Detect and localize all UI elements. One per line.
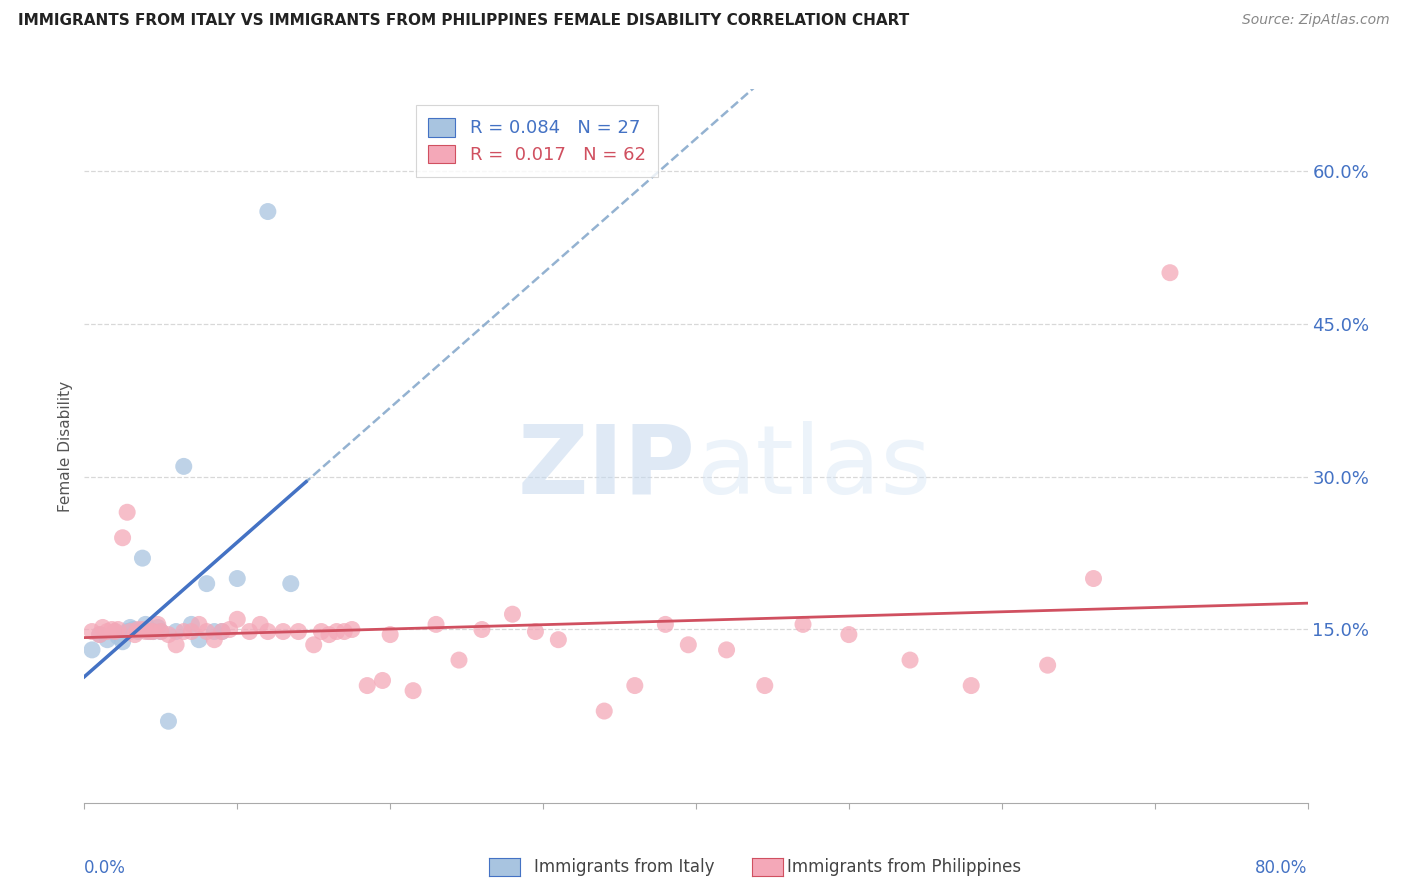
Point (838, 627, 860, 641)
Point (120, 620, 142, 634)
Point (149, 624, 172, 639)
Point (471, 623, 494, 637)
Point (226, 612, 249, 626)
Point (340, 623, 363, 637)
Point (716, 643, 738, 657)
Point (80, 624, 103, 639)
Point (425, 617, 447, 632)
Point (146, 620, 169, 634)
Point (678, 638, 700, 652)
Point (131, 623, 153, 637)
Point (104, 624, 127, 639)
Point (107, 630, 129, 644)
Point (173, 459, 195, 474)
Point (96, 624, 118, 639)
Point (325, 624, 347, 639)
Point (402, 683, 425, 698)
Point (173, 624, 195, 639)
Point (318, 627, 340, 641)
Point (654, 617, 676, 632)
Point (180, 617, 202, 632)
Point (257, 624, 280, 639)
Text: Immigrants from Italy: Immigrants from Italy (534, 858, 714, 876)
Point (138, 624, 160, 639)
Point (165, 638, 187, 652)
Point (202, 624, 225, 639)
Point (202, 632, 225, 647)
Point (218, 623, 240, 637)
Point (195, 576, 218, 591)
Point (142, 624, 165, 639)
Point (754, 679, 776, 693)
Point (898, 653, 921, 667)
Point (257, 204, 280, 219)
Point (792, 617, 814, 632)
Point (120, 624, 142, 639)
Point (333, 624, 356, 639)
Point (188, 632, 211, 647)
Text: IMMIGRANTS FROM ITALY VS IMMIGRANTS FROM PHILIPPINES FEMALE DISABILITY CORRELATI: IMMIGRANTS FROM ITALY VS IMMIGRANTS FROM… (18, 13, 910, 29)
Text: Source: ZipAtlas.com: Source: ZipAtlas.com (1241, 13, 1389, 28)
Text: 80.0%: 80.0% (1256, 859, 1308, 877)
Point (371, 673, 394, 688)
Point (131, 551, 153, 566)
Point (502, 607, 524, 622)
Point (211, 624, 233, 639)
Point (111, 634, 134, 648)
Point (238, 624, 260, 639)
Point (115, 505, 138, 519)
Point (91, 620, 114, 634)
Point (311, 624, 333, 639)
Point (101, 623, 124, 637)
Point (122, 623, 145, 637)
Point (111, 531, 134, 545)
Point (960, 679, 983, 693)
Point (165, 624, 187, 639)
Text: 0.0%: 0.0% (84, 859, 127, 877)
Text: ZIP: ZIP (517, 421, 696, 514)
Point (107, 623, 129, 637)
Point (380, 627, 402, 641)
Point (149, 624, 172, 639)
Point (188, 617, 211, 632)
Point (249, 617, 271, 632)
Point (89, 627, 111, 641)
Point (1159, 266, 1181, 280)
Point (547, 632, 569, 647)
Point (1083, 572, 1105, 586)
Point (135, 624, 157, 639)
Text: atlas: atlas (696, 421, 931, 514)
Point (180, 624, 202, 639)
Point (593, 704, 616, 718)
Point (524, 624, 547, 639)
Point (195, 624, 218, 639)
Point (302, 638, 325, 652)
Point (146, 617, 169, 632)
Point (139, 624, 162, 639)
Text: Immigrants from Philippines: Immigrants from Philippines (787, 858, 1022, 876)
Point (157, 627, 180, 641)
Point (80, 643, 103, 657)
Point (124, 627, 146, 641)
Point (280, 576, 302, 591)
Point (127, 624, 149, 639)
Point (115, 624, 138, 639)
Point (356, 679, 378, 693)
Point (142, 624, 165, 639)
Point (157, 714, 180, 729)
Point (271, 624, 294, 639)
Point (135, 617, 157, 632)
Y-axis label: Female Disability: Female Disability (58, 380, 73, 512)
Point (226, 572, 249, 586)
Point (96, 632, 118, 647)
Point (89, 627, 111, 641)
Point (287, 624, 309, 639)
Point (1036, 658, 1059, 673)
Point (211, 624, 233, 639)
Point (624, 679, 647, 693)
Point (447, 653, 470, 667)
Point (104, 624, 127, 639)
Point (127, 623, 149, 637)
Legend: R = 0.084   N = 27, R =  0.017   N = 62: R = 0.084 N = 27, R = 0.017 N = 62 (416, 105, 658, 177)
